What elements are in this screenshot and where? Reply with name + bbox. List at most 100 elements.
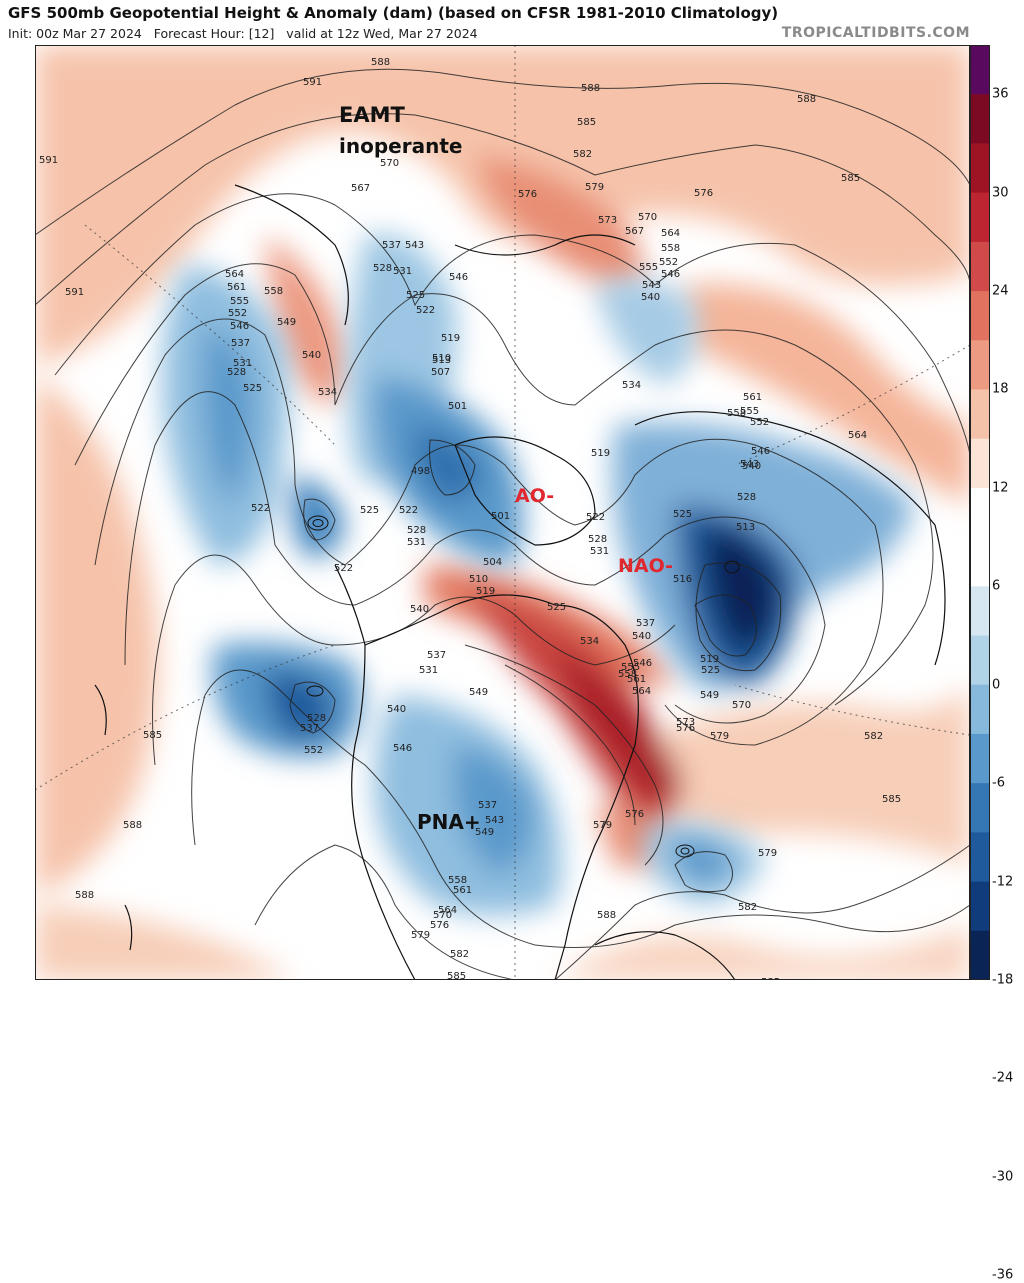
map-title: GFS 500mb Geopotential Height & Anomaly … <box>8 4 779 22</box>
low-center-marker <box>307 515 329 531</box>
contour-label: 528 <box>407 525 426 536</box>
contour-label: 540 <box>387 704 406 715</box>
contour-label: 549 <box>469 687 488 698</box>
contour-label: 534 <box>318 387 337 398</box>
contour-label: 573 <box>598 215 617 226</box>
contour-label: 558 <box>448 875 467 886</box>
colorbar-swatch <box>970 684 990 735</box>
colorbar-swatch <box>970 930 990 980</box>
colorbar-label: 24 <box>992 283 1009 299</box>
contour-label: 561 <box>627 674 646 685</box>
contour-label: 546 <box>751 446 770 457</box>
colorbar-swatch <box>970 45 990 95</box>
contour-label: 555 <box>740 406 759 417</box>
contour-label: 585 <box>841 173 860 184</box>
contour-label: 522 <box>586 512 605 523</box>
map-subtitle: Init: 00z Mar 27 2024 Forecast Hour: [12… <box>8 26 478 41</box>
contour-label: 543 <box>485 815 504 826</box>
contour-label: 546 <box>449 272 468 283</box>
contour-label: 564 <box>848 430 867 441</box>
contour-label: 567 <box>351 183 370 194</box>
contour-label: 525 <box>243 383 262 394</box>
colorbar-swatch <box>970 733 990 784</box>
colorbar-label: -24 <box>992 1070 1014 1086</box>
contour-label: 567 <box>625 226 644 237</box>
contour-label: 510 <box>432 353 451 364</box>
contour-label: 516 <box>673 574 692 585</box>
anomaly-colorbar <box>970 45 990 980</box>
contour-label: 537 <box>231 338 250 349</box>
contour-label: 537 <box>427 650 446 661</box>
contour-label: 537 <box>636 618 655 629</box>
contour-label: 558 <box>618 669 637 680</box>
contour-label: 591 <box>65 287 84 298</box>
contour-label: 546 <box>393 743 412 754</box>
contour-label: 537 <box>478 800 497 811</box>
contour-label: 579 <box>411 930 430 941</box>
contour-label: 534 <box>580 636 599 647</box>
contour-label: 549 <box>475 827 494 838</box>
colorbar-label: -12 <box>992 874 1014 890</box>
contour-label: 522 <box>399 505 418 516</box>
credit-label[interactable]: TROPICALTIDBITS.COM <box>781 25 970 41</box>
colorbar-label: 6 <box>992 578 1001 594</box>
contour-label: 528 <box>373 263 392 274</box>
low-center-marker <box>675 844 695 858</box>
colorbar-swatch <box>970 783 990 833</box>
contour-label: 543 <box>740 459 759 470</box>
contour-label: 588 <box>123 820 142 831</box>
colorbar-swatch <box>970 291 990 341</box>
positive-anomaly-layer <box>35 45 970 980</box>
colorbar-label: 12 <box>992 480 1009 496</box>
colorbar-swatch <box>970 241 990 292</box>
contour-label: 582 <box>738 902 757 913</box>
contour-label: 501 <box>448 401 467 412</box>
low-center-marker <box>306 685 324 697</box>
contour-label: 588 <box>371 57 390 68</box>
contour-label: 510 <box>469 574 488 585</box>
contour-label: 531 <box>419 665 438 676</box>
contour-label: 522 <box>251 503 270 514</box>
contour-label: 585 <box>447 971 466 980</box>
contour-label: 546 <box>661 269 680 280</box>
contour-label: 552 <box>304 745 323 756</box>
colorbar-swatch <box>970 192 990 243</box>
contour-label: 570 <box>433 910 452 921</box>
contour-label: 549 <box>700 690 719 701</box>
contour-label: 525 <box>360 505 379 516</box>
contour-label: 525 <box>547 602 566 613</box>
contour-label: 555 <box>230 296 249 307</box>
contour-label: 519 <box>476 586 495 597</box>
colorbar-swatch <box>970 143 990 194</box>
colorbar-swatch <box>970 438 990 489</box>
contour-label: 585 <box>882 794 901 805</box>
contour-label: 528 <box>307 713 326 724</box>
colorbar-label: -18 <box>992 972 1014 988</box>
contour-label: 564 <box>438 905 457 916</box>
contour-label: 528 <box>588 534 607 545</box>
colorbar-swatch <box>970 94 990 144</box>
contour-label: 564 <box>225 269 244 280</box>
contour-label: 543 <box>405 240 424 251</box>
annotation-ao: AO- <box>515 485 554 507</box>
contour-label: 582 <box>573 149 592 160</box>
contour-label: 582 <box>450 949 469 960</box>
colorbar-swatch <box>970 635 990 686</box>
contour-label: 588 <box>75 890 94 901</box>
contour-label: 582 <box>864 731 883 742</box>
contour-label: 504 <box>483 557 502 568</box>
contour-label: 558 <box>727 408 746 419</box>
contour-label: 549 <box>277 317 296 328</box>
contour-label: 558 <box>264 286 283 297</box>
contour-label: 585 <box>143 730 162 741</box>
contour-label: 579 <box>758 848 777 859</box>
colorbar-label: -6 <box>992 775 1005 791</box>
colorbar-swatch <box>970 537 990 587</box>
contour-label: 546 <box>633 658 652 669</box>
annotation-pna: PNA+ <box>417 810 481 834</box>
contour-label: 519 <box>591 448 610 459</box>
contour-label: 552 <box>750 417 769 428</box>
contour-label: 570 <box>380 158 399 169</box>
contour-label: 564 <box>661 228 680 239</box>
low-center-marker <box>724 560 740 574</box>
